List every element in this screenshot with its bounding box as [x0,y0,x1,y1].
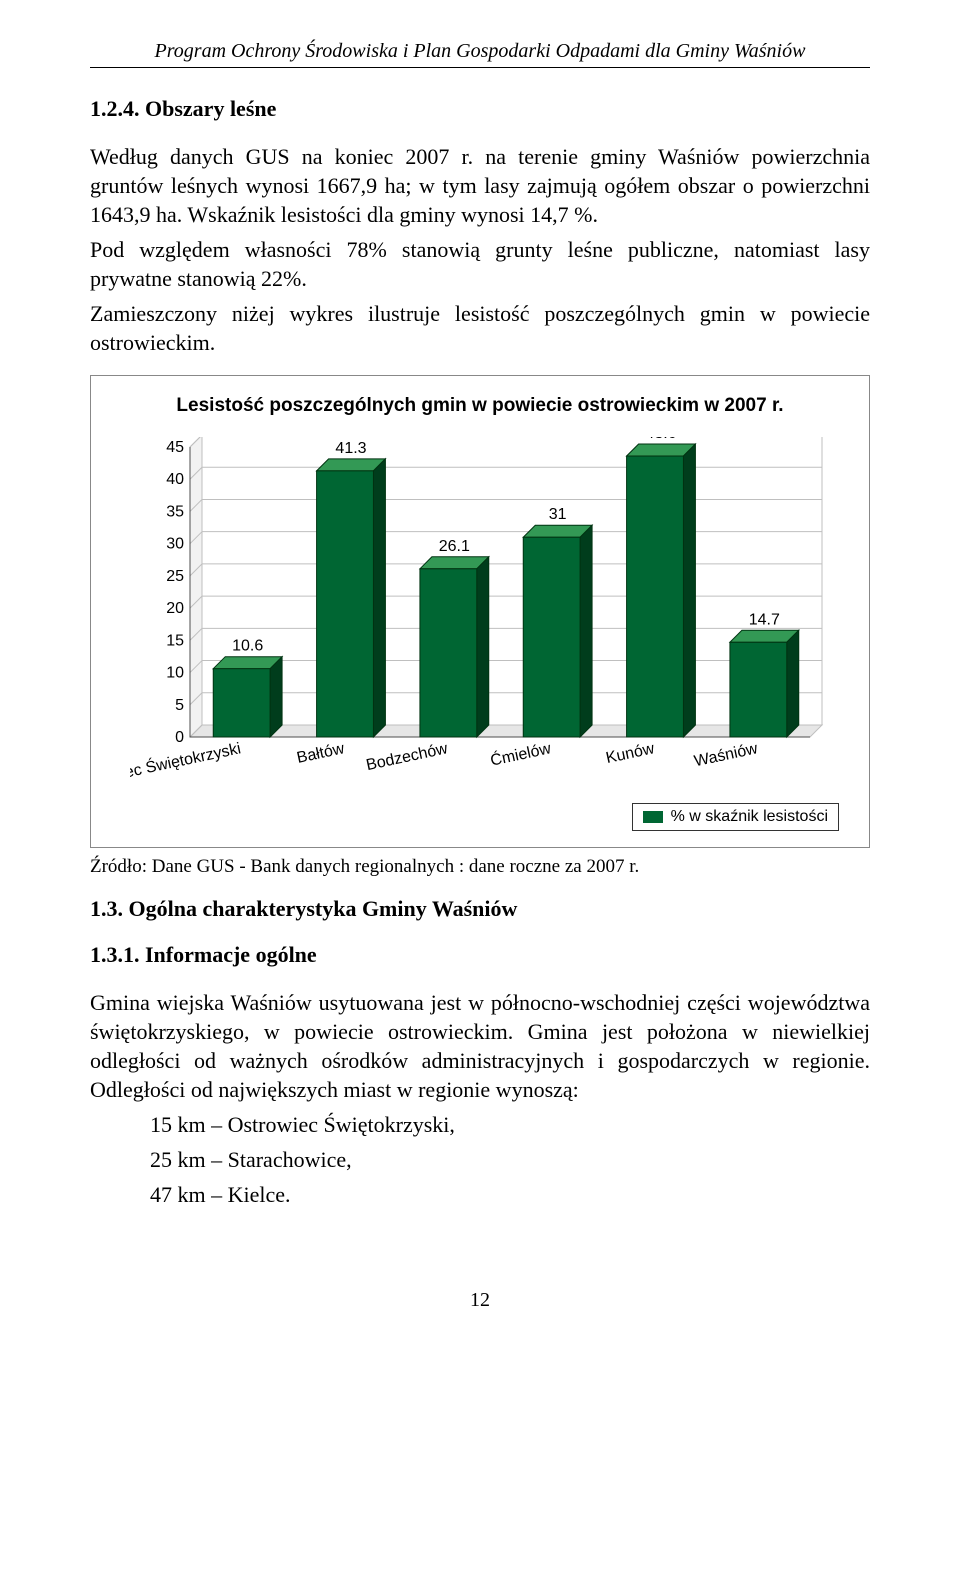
svg-text:15: 15 [166,632,184,649]
svg-text:26.1: 26.1 [439,538,470,555]
legend-label: % w skaźnik lesistości [671,808,828,825]
svg-text:30: 30 [166,536,184,553]
svg-text:Bałtów: Bałtów [295,740,346,767]
svg-text:Waśniów: Waśniów [693,740,760,770]
document-header-title: Program Ochrony Środowiska i Plan Gospod… [90,40,870,63]
svg-text:Kunów: Kunów [604,740,656,767]
svg-text:20: 20 [166,600,184,617]
svg-text:10: 10 [166,664,184,681]
list-item: 47 km – Kielce. [90,1180,870,1209]
chart-container: Lesistość poszczególnych gmin w powiecie… [90,375,870,848]
paragraph: Według danych GUS na koniec 2007 r. na t… [90,142,870,229]
svg-text:43.6: 43.6 [645,437,676,442]
chart-title: Lesistość poszczególnych gmin w powiecie… [111,394,849,419]
svg-text:Ostrowiec Świętokrzyski: Ostrowiec Świętokrzyski [130,738,242,792]
heading-1-3-1: 1.3.1. Informacje ogólne [90,942,870,968]
page-number: 12 [90,1289,870,1312]
heading-1-3: 1.3. Ogólna charakterystyka Gminy Waśnió… [90,896,870,922]
svg-text:0: 0 [175,729,184,746]
chart-source-line: Źródło: Dane GUS - Bank danych regionaln… [90,856,870,878]
bar-chart: 0 5 10 15 20 25 30 35 40 45 10.6 Ostrowiec Świętokr… [130,437,830,797]
svg-text:40: 40 [166,471,184,488]
heading-1-2-4: 1.2.4. Obszary leśne [90,96,870,122]
svg-text:Bodzechów: Bodzechów [365,740,450,774]
svg-text:5: 5 [175,697,184,714]
paragraph: Zamieszczony niżej wykres ilustruje lesi… [90,299,870,357]
svg-text:25: 25 [166,568,184,585]
page-container: Program Ochrony Środowiska i Plan Gospod… [0,0,960,1372]
svg-text:35: 35 [166,503,184,520]
svg-text:41.3: 41.3 [335,440,366,457]
paragraph: Gmina wiejska Waśniów usytuowana jest w … [90,988,870,1104]
list-item: 15 km – Ostrowiec Świętokrzyski, [90,1110,870,1139]
svg-text:45: 45 [166,439,184,456]
svg-text:10.6: 10.6 [232,638,263,655]
header-rule [90,67,870,68]
svg-text:14.7: 14.7 [749,611,780,628]
svg-text:Ćmielów: Ćmielów [489,738,553,769]
list-item: 25 km – Starachowice, [90,1145,870,1174]
legend-swatch [643,811,663,823]
paragraph: Pod względem własności 78% stanowią grun… [90,235,870,293]
svg-text:31: 31 [549,506,567,523]
chart-legend: % w skaźnik lesistości [632,803,839,831]
